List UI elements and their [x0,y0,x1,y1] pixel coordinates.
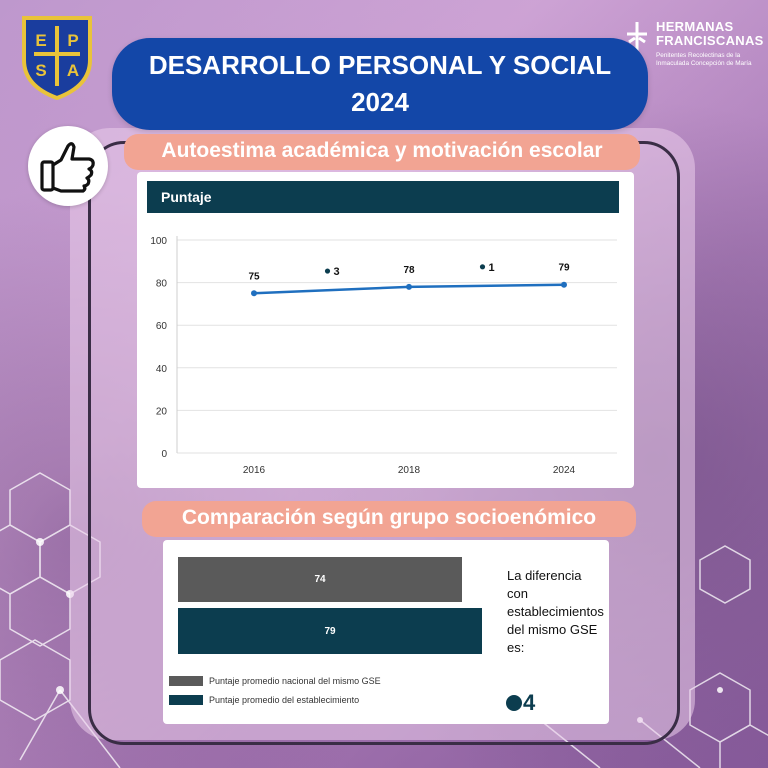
title-line2: 2024 [351,87,409,117]
brand-subtitle: Penitentes Recolectinas de la Inmaculada… [656,52,752,67]
x-tick-label: 2024 [553,465,576,476]
line-chart: 0 20 40 60 80 100 2016 2018 2024 75 78 79 3 1 [150,236,617,476]
data-label: 75 [248,271,260,282]
section-label-self-esteem: Autoestima académica y motivación escola… [124,134,640,170]
legend-label-school: Puntaje promedio del establecimiento [209,695,360,705]
legend-swatch-school [169,695,203,705]
bar-school-average: 79 [178,608,482,654]
legend-national: Puntaje promedio nacional del mismo GSE [169,675,381,687]
crest-letter-e: E [35,31,46,50]
thumbs-up-badge [28,126,108,206]
legend-school: Puntaje promedio del establecimiento [169,694,359,706]
change-annotation-dot [324,268,331,274]
brand-name-line1: HERMANAS [656,19,734,34]
thumbs-up-icon [40,142,95,193]
brand-name-line2: FRANCISCANAS [656,33,764,48]
bar-national-value: 74 [314,574,326,585]
y-tick-label: 80 [156,279,168,290]
section-label-comparison: Comparación según grupo socioenómico [142,501,636,537]
x-tick-label: 2018 [398,465,421,476]
change-annotation-label: 3 [334,266,340,278]
bar-school-value: 79 [324,625,336,637]
data-label: 79 [558,263,570,274]
x-tick-label: 2016 [243,465,266,476]
brand-logo: HERMANAS FRANCISCANAS Penitentes Recolec… [622,16,764,76]
chart-header: Puntaje [147,181,619,213]
y-tick-label: 0 [161,449,167,460]
difference-dot-icon [506,695,522,711]
bar-national-average: 74 [178,557,462,602]
y-tick-label: 60 [156,321,168,332]
difference-number: 4 [523,690,536,715]
legend-swatch-national [169,676,203,686]
data-label: 78 [403,265,415,276]
y-tick-label: 20 [156,406,168,417]
page-title: DESARROLLO PERSONAL Y SOCIAL 2024 [112,38,648,130]
crest-letter-p: P [67,31,78,50]
comparison-panel: 74 79 Puntaje promedio nacional del mism… [163,540,609,724]
change-annotation-label: 1 [489,262,495,274]
difference-value: 4 [506,690,535,716]
crest-letter-a: A [67,61,79,80]
data-point [406,283,412,290]
change-annotation-dot [479,264,486,270]
crest-letter-s: S [35,61,46,80]
school-crest-logo: E P S A [22,16,92,100]
data-point [561,281,567,288]
line-chart-panel: Puntaje 0 20 40 60 80 100 2016 2018 2024 75 78 79 3 1 [137,172,634,488]
title-line1: DESARROLLO PERSONAL Y SOCIAL [148,50,612,80]
y-tick-label: 100 [150,236,167,247]
data-point [251,290,257,297]
legend-label-national: Puntaje promedio nacional del mismo GSE [209,676,381,686]
y-tick-label: 40 [156,364,168,375]
difference-text: La diferencia con establecimientos del m… [507,568,604,655]
